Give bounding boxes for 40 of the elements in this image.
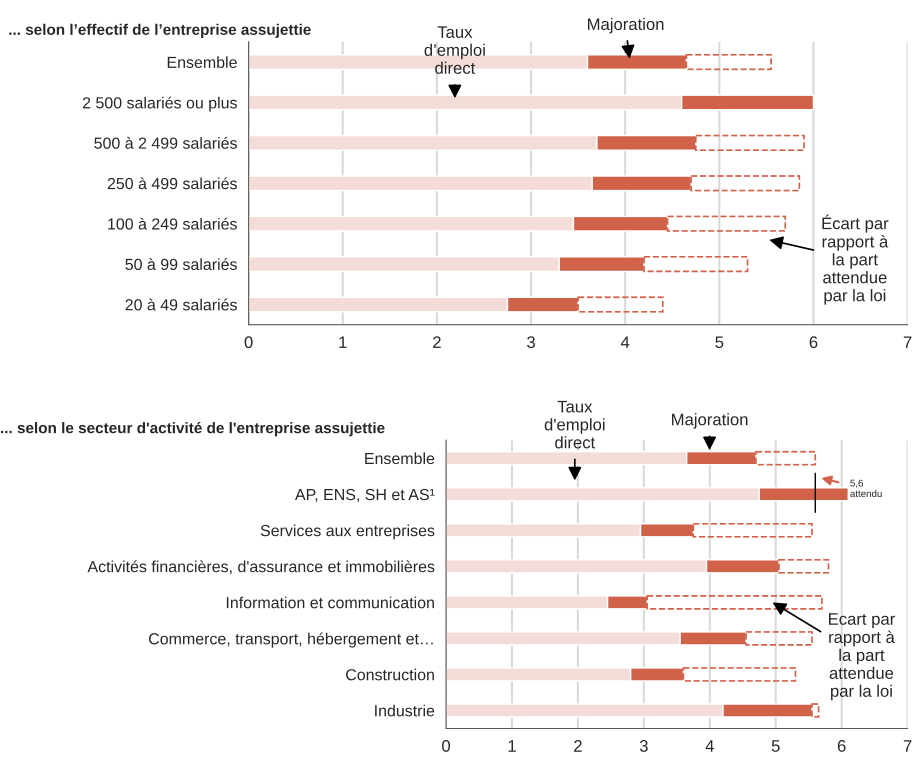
text: Majoration (672, 413, 748, 429)
y-tick-label: 20 à 49 salariés (126, 298, 237, 310)
y-tick-label: Ensemble (365, 452, 434, 464)
y-tick-label: Commerce, transport, hébergement et… (149, 632, 433, 648)
x-tick-label: 6 (810, 336, 818, 348)
x-tick-label: 3 (640, 740, 648, 752)
ref-line-label: 5,6 attendu (850, 480, 882, 498)
x-tick-label: 1 (508, 740, 516, 752)
x-tick-label: 2 (433, 336, 441, 348)
x-tick-label: 4 (706, 740, 714, 752)
annotation: Taux d’emploi direct (424, 26, 485, 74)
y-tick-label: 50 à 99 salariés (125, 258, 237, 270)
x-tick-label: 7 (904, 336, 912, 348)
x-tick-label: 5 (772, 740, 780, 752)
x-tick-label: 6 (838, 740, 846, 752)
x-tick-label: 5 (715, 336, 724, 348)
y-tick-label: Information et communication (226, 596, 434, 608)
x-tick-label: 1 (339, 336, 347, 348)
y-tick-label: AP, ENS, SH et AS¹ (294, 488, 435, 502)
x-tick-label: 7 (904, 740, 912, 752)
x-tick-label: 0 (244, 336, 253, 348)
y-tick-label: Services aux entreprises (260, 524, 434, 540)
x-tick-label: 0 (442, 740, 450, 752)
text: ... selon le secteur d'activité de l'entreprise assujettie (1, 422, 385, 436)
annotation: Taux d'emploi direct (544, 400, 604, 448)
chart-title: ... selon l’effectif de l’entreprise assujettie (9, 24, 311, 38)
x-tick-label: 4 (620, 336, 630, 348)
y-tick-label: 250 à 499 salariés (108, 177, 237, 190)
y-tick-label: 500 à 2 499 salariés (94, 136, 237, 149)
y-tick-label: 2 500 salariés ou plus (82, 96, 237, 112)
y-tick-label: Construction (346, 668, 434, 680)
y-tick-label: 100 à 249 salariés (108, 218, 237, 230)
annotation: Ecart par rapport à la part attendue par la loi (829, 613, 895, 700)
y-tick-label: Ensemble (168, 56, 237, 68)
y-tick-label: Industrie (375, 704, 434, 716)
text: Majoration (588, 18, 664, 34)
x-tick-label: 2 (574, 740, 582, 752)
y-tick-label: Activités financières, d'assurance et immobilières (87, 560, 434, 574)
annotation: Écart par rapport à la part attendue par la loi (822, 214, 888, 305)
x-tick-label: 3 (527, 336, 535, 348)
